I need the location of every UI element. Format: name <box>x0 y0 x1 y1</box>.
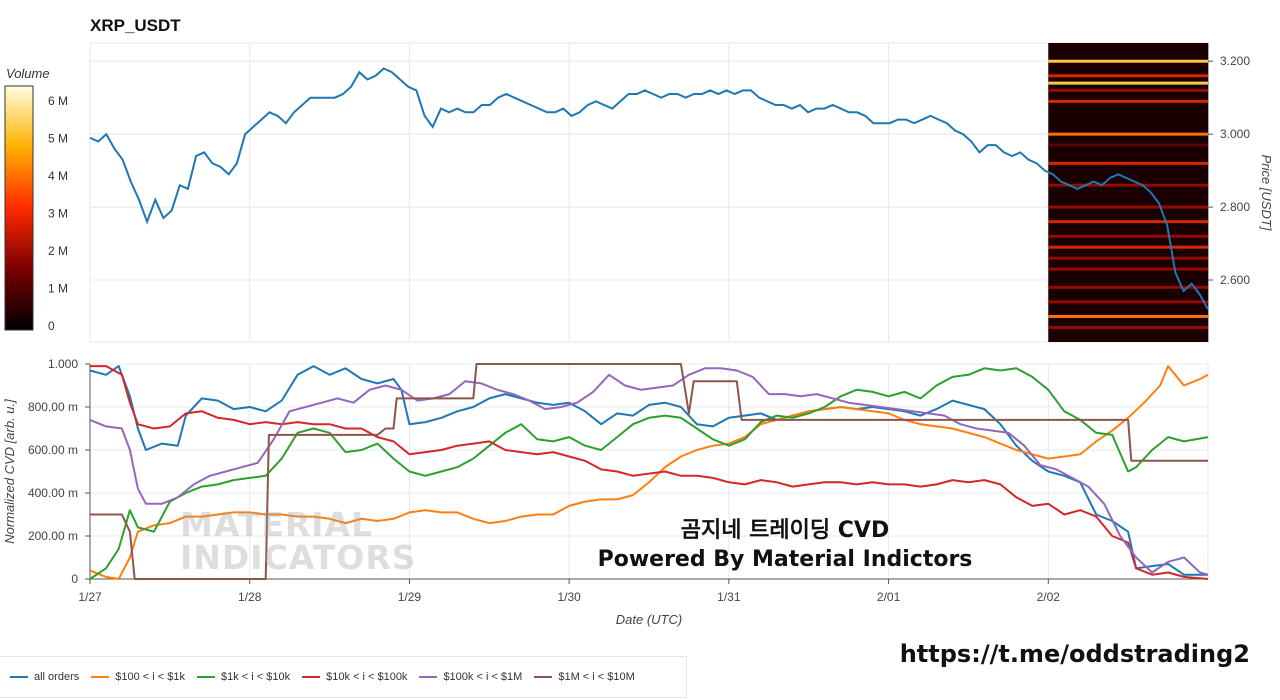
cvd-series-line <box>89 367 1209 580</box>
legend-item[interactable]: $1k < i < $10k <box>196 671 291 683</box>
heatmap-level <box>1048 81 1208 85</box>
cvd-x-tick-label: 1/29 <box>398 590 422 604</box>
cvd-y-tick-label: 1.000 <box>48 357 78 371</box>
price-tick-label: 3.200 <box>1220 54 1250 68</box>
heatmap-level <box>1048 88 1208 92</box>
colorbar-gradient <box>4 85 34 331</box>
legend-item[interactable]: $100 < i < $1k <box>91 671 185 683</box>
price-tick-label: 2.800 <box>1220 200 1250 214</box>
heatmap-level <box>1048 143 1208 147</box>
cvd-series-line <box>90 365 1209 580</box>
price-axis-label: Price [USDT] <box>1259 155 1274 231</box>
cvd-x-axis-label: Date (UTC) <box>616 612 682 627</box>
overlay-subtitle: Powered By Material Indictors <box>597 547 973 572</box>
colorbar-tick-label: 1 M <box>48 281 68 295</box>
legend-item[interactable]: $10k < i < $100k <box>302 671 407 683</box>
heatmap-level <box>1048 325 1208 329</box>
colorbar-tick-label: 0 <box>48 319 55 333</box>
legend-swatch <box>91 676 110 678</box>
colorbar-tick-label: 6 M <box>48 94 68 108</box>
cvd-x-tick-label: 2/01 <box>877 590 901 604</box>
telegram-link[interactable]: https://t.me/oddstrading2 <box>899 640 1250 668</box>
chart-title: XRP_USDT <box>90 16 181 35</box>
legend-label: $100 < i < $1k <box>115 671 185 683</box>
watermark: MATERIAL INDICATORS <box>180 505 417 577</box>
cvd-panel: 1/27 1/28 1/29 1/30 1/31 2/01 2/02 0 200.00 m 400… <box>2 357 1209 627</box>
colorbar-tick-label: 4 M <box>48 169 68 183</box>
cvd-series-line <box>90 363 1208 580</box>
cvd-series-line <box>89 367 1209 576</box>
cvd-x-tick-label: 1/27 <box>78 590 102 604</box>
volume-colorbar: Volume 0 1 M 2 M 3 M 4 M 5 M 6 M <box>4 66 68 333</box>
colorbar-tick-label: 5 M <box>48 131 68 145</box>
legend-item[interactable]: all orders <box>10 671 79 683</box>
overlay-title: 곰지네 트레이딩 CVD <box>680 518 890 543</box>
heatmap-level <box>1048 99 1208 103</box>
cvd-x-tick-label: 1/28 <box>238 590 262 604</box>
heatmap-level <box>1048 234 1208 238</box>
legend-label: $1k < i < $10k <box>220 671 291 683</box>
legend-item[interactable]: $100k < i < $1M <box>419 671 522 683</box>
heatmap-level <box>1048 285 1208 289</box>
legend-label: $10k < i < $100k <box>326 671 408 683</box>
legend-swatch <box>10 676 28 678</box>
heatmap-level <box>1048 161 1208 165</box>
heatmap-level <box>1048 220 1208 224</box>
legend-swatch <box>419 676 438 678</box>
cvd-y-tick-label: 800.00 m <box>28 400 78 414</box>
heatmap-level <box>1048 74 1208 78</box>
heatmap-level <box>1048 205 1208 209</box>
heatmap-level <box>1048 300 1208 304</box>
heatmap-level <box>1048 132 1208 136</box>
legend-label: $1M < i < $10M <box>558 671 635 683</box>
price-panel: 2.600 2.800 3.000 3.200 Price [USDT] <box>89 42 1274 343</box>
heatmap-level <box>1048 314 1208 318</box>
cvd-x-tick-label: 1/31 <box>717 590 741 604</box>
price-line <box>89 67 1209 310</box>
price-tick-label: 2.600 <box>1220 273 1250 287</box>
heatmap-level <box>1048 59 1208 63</box>
heatmap-level <box>1048 245 1208 249</box>
heatmap-level <box>1048 183 1208 187</box>
cvd-x-tick-label: 1/30 <box>557 590 581 604</box>
colorbar-label: Volume <box>6 66 50 81</box>
legend: all orders $100 < i < $1k $1k < i < $10k $1… <box>0 656 687 698</box>
cvd-x-tick-label: 2/02 <box>1037 590 1061 604</box>
colorbar-tick-label: 2 M <box>48 244 68 258</box>
cvd-y-tick-label: 400.00 m <box>28 486 78 500</box>
cvd-y-tick-label: 200.00 m <box>28 529 78 543</box>
price-tick-label: 3.000 <box>1220 127 1250 141</box>
price-plot-area <box>89 42 1209 343</box>
cvd-y-axis-label: Normalized CVD [arb. u.] <box>2 399 17 544</box>
legend-swatch <box>302 676 321 678</box>
legend-swatch <box>196 676 215 678</box>
legend-label: $100k < i < $1M <box>443 671 523 683</box>
heatmap-level <box>1048 256 1208 260</box>
cvd-series-line <box>89 365 1208 576</box>
legend-swatch <box>534 676 553 678</box>
heatmap-level <box>1048 267 1208 271</box>
cvd-y-tick-label: 0 <box>71 572 78 586</box>
legend-item[interactable]: $1M < i < $10M <box>534 671 635 683</box>
colorbar-tick-label: 3 M <box>48 206 68 220</box>
heatmap-background <box>1048 43 1208 342</box>
legend-label: all orders <box>34 671 80 683</box>
cvd-y-tick-label: 600.00 m <box>28 443 78 457</box>
